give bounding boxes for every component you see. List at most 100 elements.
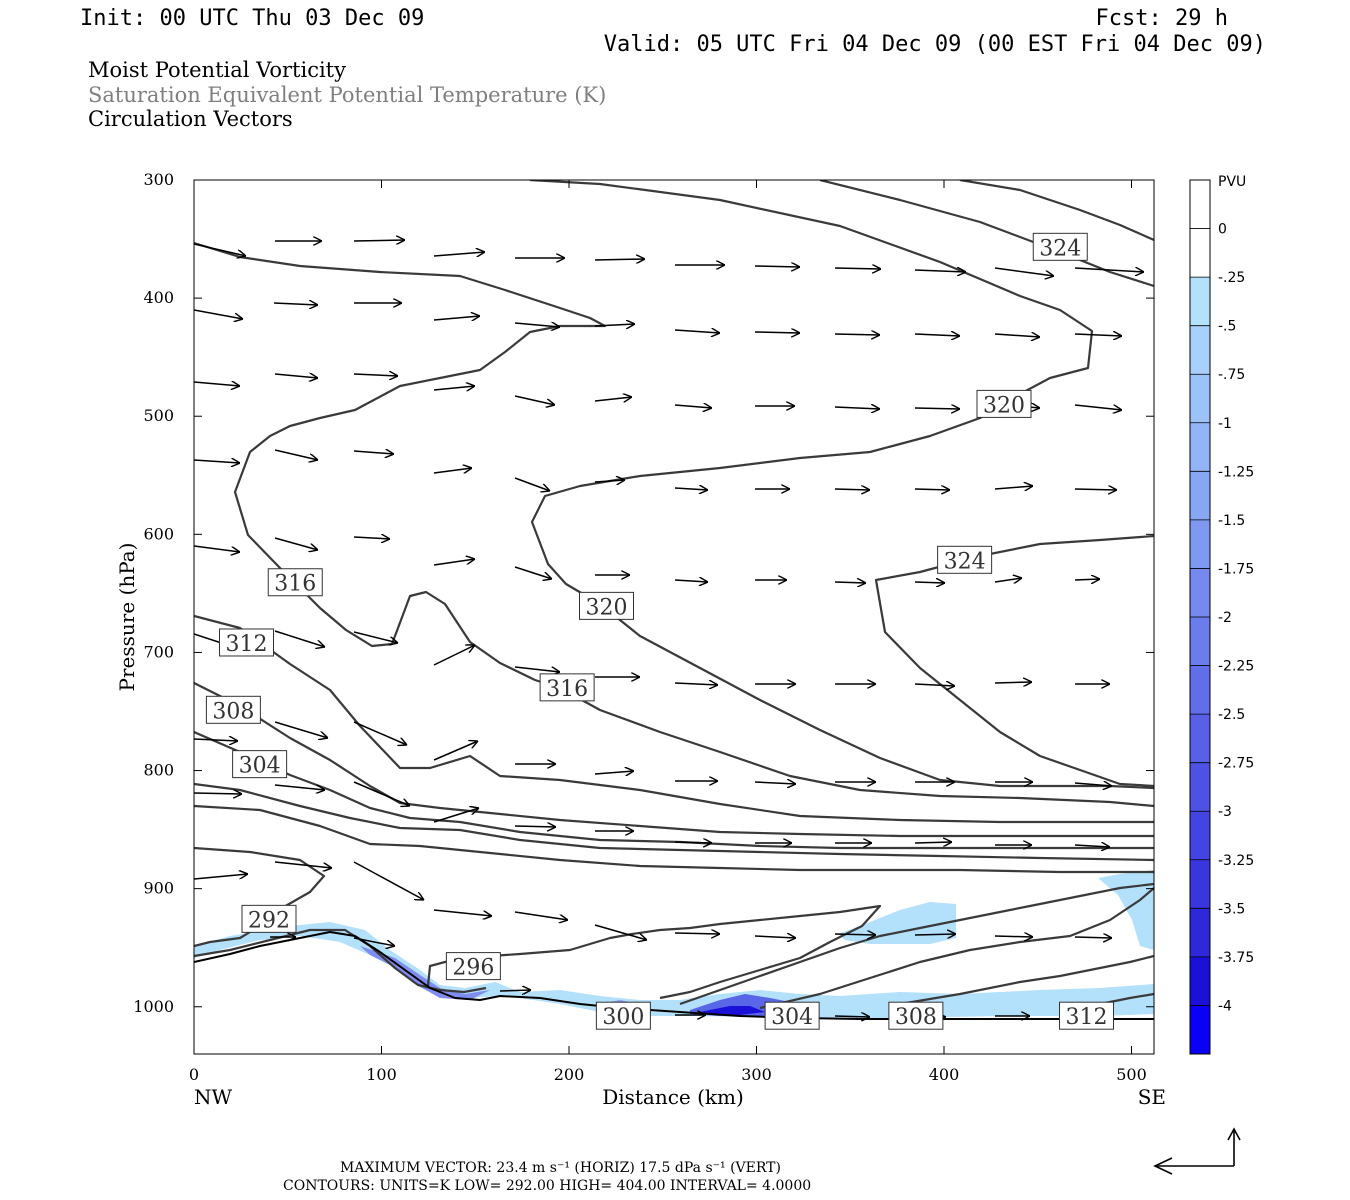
y-tick-label: 1000 <box>133 997 174 1016</box>
contour-label-box <box>232 750 288 779</box>
y-tick-label: 300 <box>143 170 174 189</box>
contour-label-box <box>888 1001 944 1030</box>
wind-vector <box>834 268 881 269</box>
colorbar-swatch <box>1190 519 1210 569</box>
colorbar-swatch <box>1190 617 1210 667</box>
contour-label: 324 <box>944 549 986 574</box>
colorbar-swatch <box>1190 325 1210 375</box>
wind-vector <box>994 334 1040 337</box>
endpoint-se: SE <box>1138 1085 1166 1109</box>
wind-vector <box>274 721 328 738</box>
wind-vector <box>1074 268 1144 272</box>
contour-line <box>426 904 882 1000</box>
contour-label-box <box>445 952 501 981</box>
contour-label: 316 <box>274 572 316 597</box>
title-vectors: Circulation Vectors <box>88 107 293 131</box>
x-tick-label: 400 <box>929 1065 960 1084</box>
contour-line <box>899 954 1154 1006</box>
colorbar-level-label: -2 <box>1218 610 1232 626</box>
contour-label-box <box>267 568 323 597</box>
y-tick-label: 600 <box>143 524 174 543</box>
contour-label-box <box>539 673 595 702</box>
contour-label: 304 <box>771 1005 813 1030</box>
contour-label: 316 <box>546 677 588 702</box>
wind-vector <box>353 631 398 643</box>
x-axis-label: Distance (km) <box>602 1085 744 1109</box>
mpv-shade-dark-3 <box>700 1006 765 1015</box>
x-tick-label: 100 <box>366 1065 397 1084</box>
forecast-hour: Fcst: 29 h <box>1096 6 1228 31</box>
colorbar-level-label: -2.5 <box>1218 707 1245 723</box>
colorbar-level-label: -1.75 <box>1218 561 1254 577</box>
colorbar-level-label: -.75 <box>1218 367 1245 383</box>
endpoint-nw: NW <box>194 1085 233 1109</box>
contour-label: 296 <box>452 956 494 981</box>
valid-time: Valid: 05 UTC Fri 04 Dec 09 (00 EST Fri … <box>604 32 1266 57</box>
colorbar-level-label: -3 <box>1218 804 1232 820</box>
colorbar-swatch <box>1190 956 1210 1006</box>
wind-vector <box>194 382 240 386</box>
contour-line <box>194 682 1154 838</box>
wind-vector <box>594 924 647 940</box>
wind-vector <box>594 397 632 401</box>
wind-vector <box>353 374 398 376</box>
wind-vector <box>754 782 796 784</box>
x-tick-label: 300 <box>741 1065 772 1084</box>
colorbar-level-label: -4 <box>1218 998 1232 1014</box>
x-tick-label: 500 <box>1116 1065 1147 1084</box>
colorbar-level-label: -2.75 <box>1218 756 1254 772</box>
x-tick-label: 200 <box>554 1065 585 1084</box>
wind-vector <box>674 842 712 843</box>
wind-vector <box>514 477 550 491</box>
wind-vector <box>914 684 955 686</box>
colorbar-level-label: -.5 <box>1218 319 1236 335</box>
wind-vector <box>834 334 880 335</box>
wind-vector <box>994 578 1022 582</box>
mpv-shade-low-level <box>194 922 1154 1018</box>
wind-vector <box>994 936 1033 937</box>
wind-vector <box>274 449 318 460</box>
wind-vector <box>514 666 560 672</box>
wind-vector <box>1074 404 1122 410</box>
title-theta-es: Saturation Equivalent Potential Temperat… <box>88 83 606 107</box>
colorbar-level-label: -3.75 <box>1218 950 1254 966</box>
contour-line <box>819 180 1154 288</box>
wind-vector <box>353 937 395 946</box>
y-tick-label: 700 <box>143 642 174 661</box>
contour-line <box>529 180 1154 790</box>
wind-vector <box>914 934 956 935</box>
init-time: Init: 00 UTC Thu 03 Dec 09 <box>80 6 424 31</box>
wind-vector <box>594 324 635 326</box>
wind-vector <box>273 303 318 305</box>
wind-vector <box>514 395 555 405</box>
wind-vector <box>274 374 318 378</box>
wind-vector <box>433 741 478 761</box>
contour-line <box>874 534 1154 788</box>
contour-label-box <box>595 1001 651 1030</box>
y-tick-label: 400 <box>143 288 174 307</box>
wind-vector <box>353 537 390 539</box>
wind-vector <box>433 645 475 666</box>
wind-vector <box>433 316 480 320</box>
colorbar-swatch <box>1190 422 1210 472</box>
wind-vector <box>194 243 246 256</box>
wind-vector <box>1074 489 1117 490</box>
wind-vector <box>674 580 708 582</box>
wind-vector <box>433 808 479 823</box>
contour-line <box>194 846 326 948</box>
wind-vector <box>194 460 240 463</box>
wind-vector <box>674 488 708 490</box>
contour-line <box>759 887 1154 1010</box>
contour-line <box>194 730 1154 850</box>
colorbar-swatch <box>1190 180 1210 230</box>
wind-vector <box>274 537 318 550</box>
y-tick-label: 500 <box>143 406 174 425</box>
wind-vector <box>353 451 394 454</box>
contour-line <box>959 180 1154 242</box>
wind-vector <box>914 270 966 272</box>
colorbar-unit: PVU <box>1218 174 1246 190</box>
colorbar-level-label: -.25 <box>1218 270 1245 286</box>
wind-vector <box>194 793 242 794</box>
colorbar-level-label: 0 <box>1218 222 1227 238</box>
